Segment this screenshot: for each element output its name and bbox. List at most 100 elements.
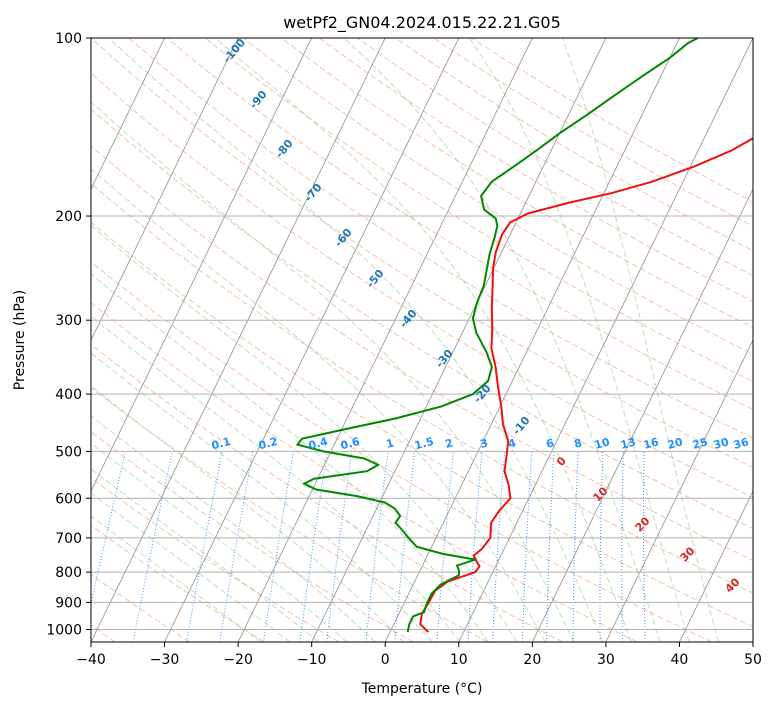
- mixing-ratio-label: 4: [507, 436, 518, 451]
- mixing-ratio-line: [326, 451, 353, 642]
- mixing-ratio-line: [394, 451, 416, 642]
- y-tick-label: 800: [55, 565, 82, 581]
- mixing-ratio-line: [299, 451, 328, 642]
- isotherm: [458, 38, 753, 642]
- mixing-ratio-label: 0.4: [307, 435, 330, 453]
- x-tick-label: 40: [671, 652, 689, 668]
- isotherm: [91, 38, 239, 342]
- mixing-ratio-line: [599, 451, 604, 642]
- y-tick-label: 400: [55, 387, 82, 403]
- mixing-ratio-label: 13: [619, 435, 637, 452]
- dry-adiabat: [471, 38, 753, 203]
- x-tick-label: −30: [150, 652, 180, 668]
- x-tick-label: −10: [297, 652, 327, 668]
- x-tick-label: 30: [597, 652, 615, 668]
- y-tick-label: 200: [55, 209, 82, 225]
- dry-adiabat-label: 20: [633, 514, 653, 534]
- mixing-ratio-label: 1: [385, 436, 396, 451]
- isotherm: [605, 338, 753, 642]
- isotherm: [679, 489, 753, 642]
- isotherm: [164, 38, 460, 642]
- dry-adiabat: [395, 38, 753, 252]
- mixing-ratio-label: 30: [712, 435, 730, 452]
- mixing-ratio-line: [546, 451, 555, 642]
- moist-adiabat: [91, 352, 433, 642]
- mixing-ratio-line: [186, 451, 223, 642]
- moist-adiabat-label: -90: [247, 88, 270, 112]
- mixing-ratio-line: [219, 451, 254, 642]
- mixing-ratio-line: [365, 451, 389, 642]
- data-series: [295, 38, 753, 633]
- mixing-ratio-line: [492, 451, 506, 642]
- moist-adiabat: [91, 315, 461, 642]
- isotherm: [91, 38, 386, 642]
- isotherm: [752, 640, 753, 642]
- mixing-ratio-label: 8: [573, 436, 584, 451]
- dry-adiabat: [91, 573, 190, 642]
- moist-adiabat: [91, 415, 376, 642]
- x-tick-label: 20: [523, 652, 541, 668]
- x-tick-label: −40: [76, 652, 106, 668]
- dry-adiabat: [91, 386, 489, 642]
- dry-adiabat-label: 30: [678, 544, 698, 564]
- isotherm: [384, 38, 680, 642]
- temperature-line: [419, 137, 753, 633]
- moist-adiabat-label: -50: [364, 267, 387, 291]
- mixing-ratio-line: [263, 451, 294, 642]
- mixing-ratio-label: 0.6: [339, 435, 362, 453]
- background-lines: [91, 38, 753, 642]
- dry-adiabat: [91, 343, 563, 642]
- x-tick-label: 10: [450, 652, 468, 668]
- moist-adiabat: [468, 38, 690, 642]
- moist-adiabat: [214, 38, 632, 642]
- mixing-ratio-label: 2: [444, 436, 455, 451]
- mixing-ratio-line: [91, 451, 126, 607]
- moist-adiabat: [91, 468, 319, 642]
- dry-adiabat: [91, 477, 340, 642]
- x-tick-label: 50: [744, 652, 762, 668]
- moist-adiabat-label: -100: [220, 36, 248, 66]
- mixing-ratio-label: 36: [732, 435, 750, 452]
- moist-adiabat: [91, 101, 575, 642]
- moist-adiabat: [91, 515, 262, 642]
- dry-adiabat: [91, 145, 753, 561]
- moist-adiabat: [108, 38, 604, 642]
- isotherm: [311, 38, 607, 642]
- moist-adiabat: [91, 273, 489, 642]
- y-tick-label: 300: [55, 313, 82, 329]
- dry-adiabat: [91, 302, 638, 642]
- dry-adiabat: [91, 261, 713, 642]
- x-tick-label: 0: [381, 652, 390, 668]
- y-axis-title: Pressure (hPa): [12, 290, 28, 390]
- isotherm: [531, 187, 753, 642]
- dry-adiabat: [319, 38, 753, 302]
- mixing-ratio-line: [621, 451, 624, 642]
- dry-adiabat: [91, 108, 753, 530]
- x-axis-title: Temperature (°C): [361, 681, 483, 697]
- mixing-ratio-line: [467, 451, 483, 642]
- dry-adiabat: [91, 72, 753, 499]
- dry-adiabat: [204, 38, 753, 383]
- y-tick-label: 1000: [46, 622, 82, 638]
- moist-adiabat: [562, 38, 719, 642]
- moist-adiabat: [91, 385, 404, 642]
- mixing-ratio-line: [436, 451, 454, 642]
- x-tick-label: −20: [223, 652, 253, 668]
- mixing-ratio-line: [643, 451, 646, 642]
- mixing-ratio-label: 20: [666, 435, 684, 452]
- moist-adiabat: [91, 168, 546, 642]
- mixing-ratio-label: 16: [642, 435, 660, 452]
- mixing-ratio-label: 0.1: [210, 435, 232, 453]
- moist-adiabat-label: -10: [510, 414, 533, 438]
- mixing-ratio-line: [522, 451, 533, 642]
- moist-adiabat-label: -80: [273, 137, 296, 161]
- mixing-ratio-label: 10: [593, 435, 611, 452]
- plot-frame: [90, 37, 754, 643]
- isotherm: [91, 38, 313, 493]
- dry-adiabat: [91, 221, 753, 628]
- mixing-ratio-label: 25: [691, 435, 709, 452]
- mixing-ratio-label: 3: [479, 436, 490, 451]
- moist-adiabat: [91, 492, 291, 642]
- mixing-ratio-label: 0.2: [257, 435, 279, 453]
